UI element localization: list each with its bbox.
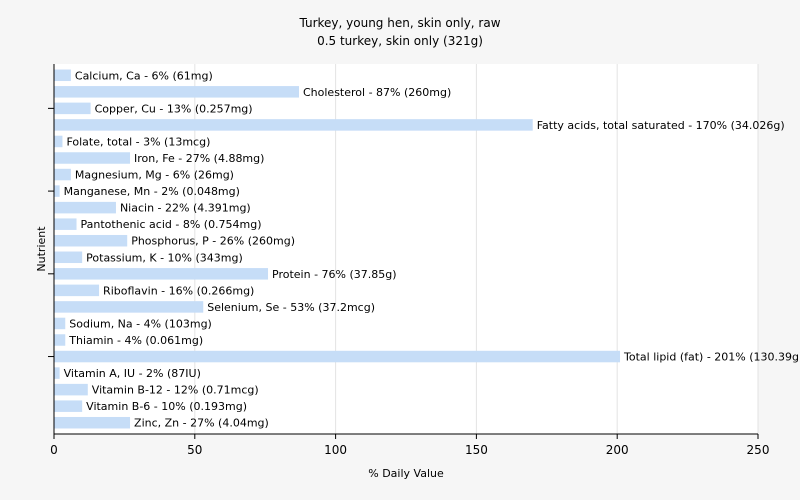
bar <box>54 218 77 230</box>
bar-label: Vitamin B-12 - 12% (0.71mcg) <box>92 384 259 397</box>
bar <box>54 251 83 264</box>
bar <box>54 152 131 164</box>
bar <box>54 135 63 148</box>
bar-label: Iron, Fe - 27% (4.88mg) <box>134 152 264 165</box>
axes-group: 0 50 100 150 200 250 <box>48 64 769 457</box>
bar-label: Pantothenic acid - 8% (0.754mg) <box>81 218 262 231</box>
bar-label: Copper, Cu - 13% (0.257mg) <box>95 102 253 115</box>
bar-label: Sodium, Na - 4% (103mg) <box>69 317 212 330</box>
bar <box>54 168 71 181</box>
bar <box>54 102 91 115</box>
bar <box>54 69 71 82</box>
bar-label: Calcium, Ca - 6% (61mg) <box>75 69 213 82</box>
bar-label: Cholesterol - 87% (260mg) <box>303 86 451 99</box>
x-tick-label: 0 <box>50 443 58 457</box>
bar-label: Potassium, K - 10% (343mg) <box>86 251 243 264</box>
bar <box>54 201 116 214</box>
bar <box>54 185 60 197</box>
bar-label: Fatty acids, total saturated - 170% (34.… <box>537 119 785 132</box>
x-tick-label: 200 <box>606 443 629 457</box>
bar-label: Vitamin A, IU - 2% (87IU) <box>64 367 201 380</box>
bar-label: Riboflavin - 16% (0.266mg) <box>103 284 254 297</box>
bar <box>54 119 533 131</box>
bar-label: Protein - 76% (37.85g) <box>272 268 397 281</box>
x-tick-label: 100 <box>324 443 347 457</box>
y-axis-label: Nutrient <box>35 226 48 272</box>
x-axis-label: % Daily Value <box>368 467 444 480</box>
bar-label: Magnesium, Mg - 6% (26mg) <box>75 169 234 182</box>
bar <box>54 383 88 396</box>
bar-label: Manganese, Mn - 2% (0.048mg) <box>64 185 240 198</box>
bar <box>54 284 100 297</box>
bar <box>54 367 60 379</box>
bar <box>54 234 128 247</box>
bar-label: Folate, total - 3% (13mcg) <box>66 135 210 148</box>
bar <box>54 268 269 280</box>
bar <box>54 350 621 363</box>
chart-title: Turkey, young hen, skin only, raw <box>298 16 500 30</box>
bar-label: Niacin - 22% (4.391mg) <box>120 202 251 215</box>
bar-label: Zinc, Zn - 27% (4.04mg) <box>134 417 269 430</box>
bar <box>54 317 66 330</box>
bar <box>54 301 204 313</box>
x-tick-label: 150 <box>465 443 488 457</box>
bar <box>54 400 83 412</box>
bars-group: Calcium, Ca - 6% (61mg) Cholesterol - 87%… <box>54 69 800 430</box>
bar-label: Thiamin - 4% (0.061mg) <box>68 334 203 347</box>
bar <box>54 416 131 429</box>
chart-subtitle: 0.5 turkey, skin only (321g) <box>317 34 483 48</box>
bar-label: Selenium, Se - 53% (37.2mcg) <box>207 301 375 314</box>
bar <box>54 334 66 346</box>
bar-label: Vitamin B-6 - 10% (0.193mg) <box>86 400 247 413</box>
x-tick-label: 250 <box>747 443 770 457</box>
bar-label: Phosphorus, P - 26% (260mg) <box>131 235 295 248</box>
x-tick-label: 50 <box>187 443 202 457</box>
bar <box>54 86 299 98</box>
bar-label: Total lipid (fat) - 201% (130.39g) <box>623 351 800 364</box>
